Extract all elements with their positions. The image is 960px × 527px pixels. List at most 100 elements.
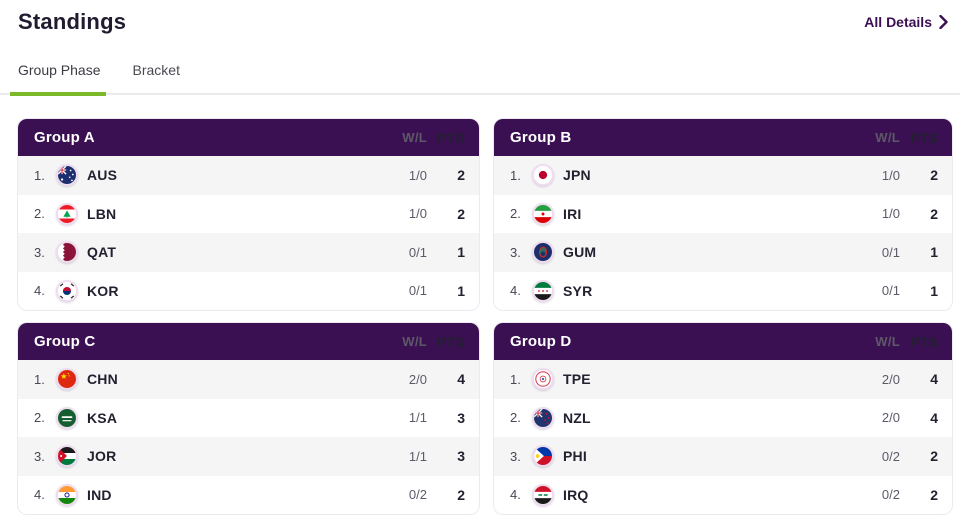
points: 2 (457, 167, 465, 184)
team-code: KSA (87, 409, 118, 426)
col-header-pts: PTS (437, 129, 466, 146)
team-code: IRQ (563, 486, 589, 503)
team-code: LBN (87, 205, 117, 222)
team-code: JPN (563, 167, 591, 184)
table-row[interactable]: 1. CHN 2/0 4 (18, 360, 479, 399)
col-header-wl: W/L (875, 334, 900, 349)
rank: 2. (34, 410, 45, 426)
standings-header: Standings All Details (0, 0, 960, 35)
india-flag-icon (56, 483, 78, 506)
rank: 4. (510, 487, 521, 503)
philippines-flag-icon (532, 445, 554, 468)
team-code: KOR (87, 282, 119, 299)
qatar-flag-icon (56, 241, 78, 264)
team-code: IRI (563, 205, 582, 222)
rank: 4. (34, 487, 45, 503)
points: 2 (930, 205, 938, 222)
points: 1 (930, 244, 938, 261)
rank: 2. (510, 410, 521, 426)
table-row[interactable]: 3. PHI 0/2 2 (494, 437, 952, 476)
group-name: Group D (510, 333, 572, 350)
groups-grid: Group A W/L PTS 1. AUS 1/0 2 2. (0, 95, 960, 514)
table-row[interactable]: 2. NZL 2/0 4 (494, 399, 952, 438)
points: 4 (930, 409, 938, 426)
rank: 3. (510, 448, 521, 464)
rank: 2. (34, 206, 45, 222)
win-loss: 1/1 (408, 448, 427, 464)
group-b-header: Group B W/L PTS (494, 119, 952, 156)
win-loss: 1/0 (408, 167, 427, 183)
rank: 3. (34, 244, 45, 260)
team-code: AUS (87, 167, 118, 184)
chevron-right-icon (939, 15, 948, 29)
table-row[interactable]: 1. AUS 1/0 2 (18, 156, 479, 195)
team-code: PHI (563, 448, 587, 465)
iran-flag-icon (532, 202, 554, 225)
table-row[interactable]: 2. IRI 1/0 2 (494, 195, 952, 234)
group-d-header: Group D W/L PTS (494, 323, 952, 360)
col-header-wl: W/L (402, 130, 427, 145)
group-a-card: Group A W/L PTS 1. AUS 1/0 2 2. (18, 119, 479, 310)
points: 2 (457, 205, 465, 222)
win-loss: 0/1 (881, 244, 900, 260)
col-header-wl: W/L (402, 334, 427, 349)
table-row[interactable]: 2. KSA 1/1 3 (18, 399, 479, 438)
team-code: CHN (87, 371, 118, 388)
win-loss: 0/1 (881, 283, 900, 299)
iraq-flag-icon (532, 483, 554, 506)
guam-flag-icon (532, 241, 554, 264)
table-row[interactable]: 1. TPE 2/0 4 (494, 360, 952, 399)
table-row[interactable]: 2. LBN 1/0 2 (18, 195, 479, 234)
rank: 1. (510, 167, 521, 183)
win-loss: 0/2 (881, 487, 900, 503)
australia-flag-icon (56, 164, 78, 187)
points: 2 (930, 448, 938, 465)
group-name: Group A (34, 129, 95, 146)
korea-flag-icon (56, 279, 78, 302)
group-name: Group B (510, 129, 572, 146)
table-row[interactable]: 1. JPN 1/0 2 (494, 156, 952, 195)
win-loss: 0/1 (408, 244, 427, 260)
points: 1 (930, 282, 938, 299)
points: 3 (457, 409, 465, 426)
rank: 4. (34, 283, 45, 299)
table-row[interactable]: 4. IND 0/2 2 (18, 476, 479, 515)
rank: 3. (34, 448, 45, 464)
lebanon-flag-icon (56, 202, 78, 225)
team-code: JOR (87, 448, 117, 465)
points: 1 (457, 244, 465, 261)
tab-group-phase[interactable]: Group Phase (10, 62, 105, 96)
china-flag-icon (56, 368, 78, 391)
standings-tabs: Group Phase Bracket (0, 62, 960, 96)
all-details-label: All Details (864, 14, 932, 30)
win-loss: 1/0 (881, 167, 900, 183)
japan-flag-icon (532, 164, 554, 187)
group-name: Group C (34, 333, 96, 350)
points: 4 (457, 371, 465, 388)
table-row[interactable]: 4. IRQ 0/2 2 (494, 476, 952, 515)
all-details-link[interactable]: All Details (864, 14, 948, 30)
col-header-pts: PTS (910, 129, 939, 146)
win-loss: 0/1 (408, 283, 427, 299)
col-header-pts: PTS (437, 333, 466, 350)
table-row[interactable]: 4. KOR 0/1 1 (18, 272, 479, 311)
group-a-header: Group A W/L PTS (18, 119, 479, 156)
table-row[interactable]: 3. GUM 0/1 1 (494, 233, 952, 272)
team-code: IND (87, 486, 112, 503)
points: 1 (457, 282, 465, 299)
points: 2 (930, 486, 938, 503)
table-row[interactable]: 4. SYR 0/1 1 (494, 272, 952, 311)
points: 4 (930, 371, 938, 388)
table-row[interactable]: 3. QAT 0/1 1 (18, 233, 479, 272)
points: 2 (457, 486, 465, 503)
rank: 1. (510, 371, 521, 387)
group-c-card: Group C W/L PTS 1. CHN 2/0 4 2. (18, 323, 479, 514)
win-loss: 2/0 (881, 371, 900, 387)
points: 2 (930, 167, 938, 184)
team-code: GUM (563, 244, 597, 261)
win-loss: 0/2 (408, 487, 427, 503)
rank: 2. (510, 206, 521, 222)
table-row[interactable]: 3. JOR 1/1 3 (18, 437, 479, 476)
rank: 1. (34, 371, 45, 387)
tab-bracket[interactable]: Bracket (132, 62, 180, 78)
